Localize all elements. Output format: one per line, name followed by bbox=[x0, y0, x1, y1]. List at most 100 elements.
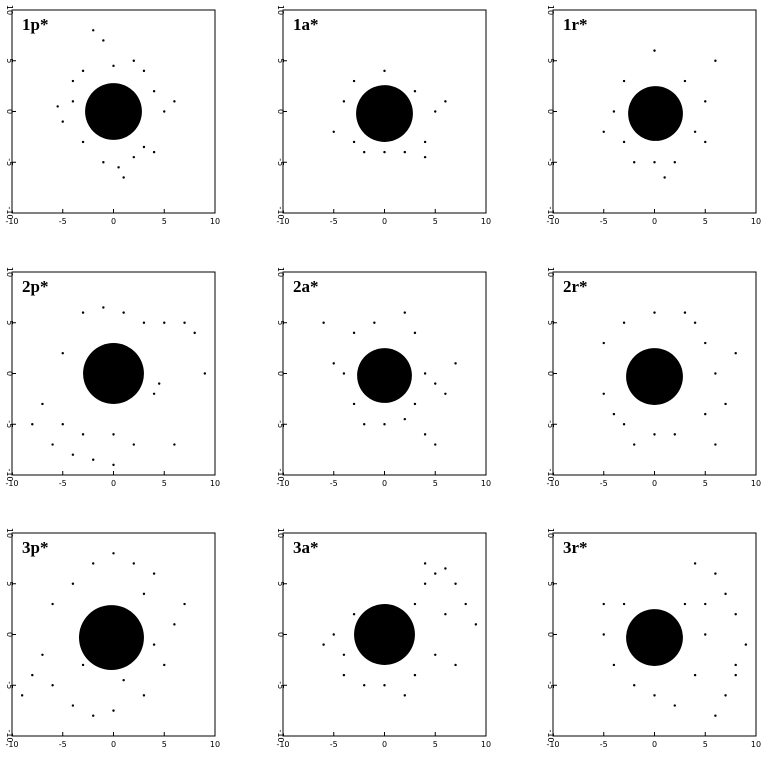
point bbox=[683, 79, 687, 83]
point bbox=[444, 100, 447, 103]
point bbox=[693, 321, 697, 324]
point bbox=[51, 602, 54, 606]
x-tick-label: 0 bbox=[111, 479, 116, 488]
x-tick-label: -10 bbox=[546, 740, 559, 749]
y-tick-label: 0 bbox=[546, 632, 555, 637]
point bbox=[81, 69, 85, 73]
point bbox=[734, 612, 737, 616]
point bbox=[41, 653, 44, 657]
point bbox=[423, 433, 427, 436]
point bbox=[342, 673, 346, 677]
point bbox=[693, 673, 697, 677]
point bbox=[61, 423, 64, 426]
point bbox=[434, 382, 437, 385]
point bbox=[20, 694, 24, 697]
point bbox=[71, 582, 75, 585]
x-tick-label: -10 bbox=[276, 217, 289, 226]
point bbox=[612, 110, 616, 113]
point bbox=[352, 402, 356, 406]
point bbox=[653, 49, 656, 52]
point bbox=[122, 678, 125, 682]
point bbox=[51, 684, 54, 687]
point bbox=[352, 331, 356, 335]
point bbox=[71, 704, 75, 707]
panel-label: 3r* bbox=[563, 538, 588, 557]
panel-label: 1p* bbox=[22, 15, 48, 34]
point bbox=[653, 433, 656, 436]
y-tick-label: -10 bbox=[546, 468, 555, 481]
x-tick-label: 0 bbox=[111, 740, 116, 749]
y-tick-label: -5 bbox=[276, 158, 285, 166]
point bbox=[152, 392, 156, 396]
y-tick-label: -5 bbox=[276, 681, 285, 689]
point bbox=[663, 176, 666, 179]
y-tick-label: -10 bbox=[546, 729, 555, 742]
x-tick-label: 0 bbox=[382, 217, 387, 226]
y-tick-label: -10 bbox=[276, 729, 285, 742]
x-tick-label: -10 bbox=[546, 479, 559, 488]
point bbox=[434, 572, 437, 575]
point bbox=[183, 321, 186, 324]
point bbox=[622, 602, 626, 606]
y-tick-label: 0 bbox=[5, 632, 14, 637]
y-tick-label: -5 bbox=[5, 681, 14, 689]
point bbox=[383, 684, 386, 687]
point bbox=[434, 443, 437, 446]
panel-label: 1r* bbox=[563, 15, 588, 34]
y-tick-label: 10 bbox=[276, 528, 285, 538]
panel: -10 -5 0 5 10 -10 -5 0 5 10 3p* bbox=[5, 528, 220, 749]
point bbox=[602, 130, 605, 134]
x-tick-label: 10 bbox=[751, 479, 761, 488]
point bbox=[423, 155, 427, 159]
y-tick-label: 5 bbox=[546, 320, 555, 325]
y-tick-label: -5 bbox=[546, 158, 555, 166]
panel: -10 -5 0 5 10 -10 -5 0 5 10 3a* bbox=[276, 528, 491, 749]
point bbox=[61, 120, 64, 123]
x-tick-label: 10 bbox=[751, 217, 761, 226]
x-tick-label: -5 bbox=[59, 740, 67, 749]
point bbox=[81, 311, 85, 314]
x-tick-label: 10 bbox=[210, 479, 220, 488]
x-tick-label: 0 bbox=[652, 740, 657, 749]
point bbox=[704, 100, 707, 103]
x-tick-label: 10 bbox=[481, 740, 491, 749]
point bbox=[403, 417, 407, 421]
panel: -10 -5 0 5 10 -10 -5 0 5 10 1r* bbox=[546, 5, 761, 226]
y-tick-label: 5 bbox=[276, 320, 285, 325]
point bbox=[122, 176, 125, 179]
point bbox=[612, 412, 616, 416]
point bbox=[622, 423, 626, 426]
x-tick-label: -5 bbox=[600, 217, 608, 226]
point bbox=[653, 694, 656, 697]
point bbox=[632, 443, 636, 446]
point bbox=[653, 161, 656, 164]
point bbox=[413, 89, 417, 93]
y-tick-label: -5 bbox=[276, 420, 285, 428]
point bbox=[61, 351, 64, 355]
point bbox=[31, 423, 34, 426]
x-tick-label: 5 bbox=[433, 217, 438, 226]
point bbox=[357, 348, 412, 403]
point bbox=[434, 653, 437, 657]
point bbox=[602, 392, 605, 396]
point bbox=[117, 166, 120, 169]
point bbox=[724, 694, 727, 697]
panel: -10 -5 0 5 10 -10 -5 0 5 10 2a* bbox=[276, 267, 491, 488]
point bbox=[56, 105, 59, 108]
point bbox=[714, 443, 717, 446]
x-tick-label: 5 bbox=[703, 740, 708, 749]
point bbox=[152, 89, 156, 93]
y-tick-label: -10 bbox=[5, 206, 14, 219]
point bbox=[734, 673, 737, 677]
point bbox=[193, 331, 196, 335]
point bbox=[322, 321, 325, 324]
point bbox=[734, 663, 737, 667]
point bbox=[362, 423, 366, 426]
point bbox=[332, 362, 335, 365]
point bbox=[173, 100, 176, 103]
x-tick-label: -10 bbox=[276, 740, 289, 749]
point bbox=[423, 140, 427, 144]
x-tick-label: -10 bbox=[276, 479, 289, 488]
x-tick-label: -10 bbox=[546, 217, 559, 226]
point bbox=[142, 145, 146, 149]
